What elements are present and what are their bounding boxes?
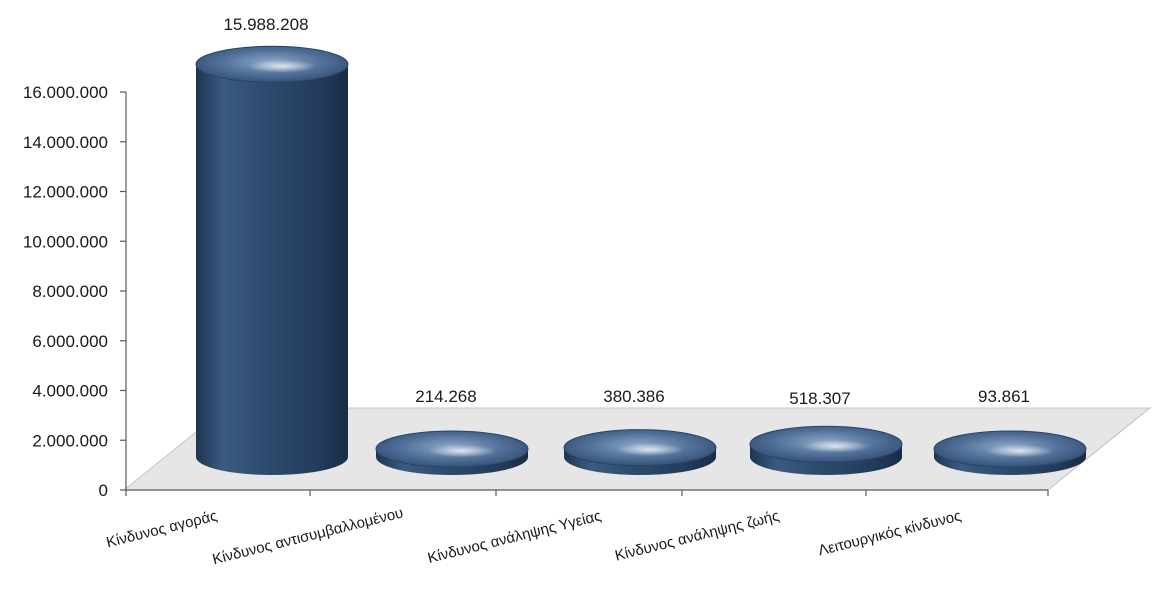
y-tick-label: 10.000.000 [23,232,108,251]
data-label: 380.386 [603,387,664,406]
bar-highlight [801,439,871,453]
bar-highlight [247,59,317,73]
y-tick-label: 4.000.000 [32,382,108,401]
bar-cylinder [749,425,903,475]
category-label: Κίνδυνος ανάληψης ζωής [613,507,781,564]
y-tick-label: 16.000.000 [23,83,108,102]
y-tick-label: 8.000.000 [32,282,108,301]
y-tick-label: 0 [99,481,108,500]
bars [195,45,1087,475]
x-axis-ticks [125,490,1049,496]
bar-body [196,64,348,475]
y-tick-label: 12.000.000 [23,183,108,202]
bar-highlight [985,444,1055,458]
category-label: Κίνδυνος αντισυμβαλλομένου [211,504,405,568]
data-labels: 15.988.208 214.268 380.386 518.307 93.861 [223,15,1030,408]
category-label: Λειτουργικός κίνδυνος [817,507,963,559]
y-tick-label: 2.000.000 [32,431,108,450]
data-label: 15.988.208 [223,15,308,34]
category-label: Κίνδυνος ανάληψης Υγείας [426,507,603,567]
bar-highlight [427,444,497,458]
bar-cylinder [195,45,349,475]
data-label: 518.307 [789,389,850,408]
data-label: 93.861 [978,387,1030,406]
y-tick-label: 6.000.000 [32,332,108,351]
y-tick-label: 14.000.000 [23,133,108,152]
bar-cylinder [933,430,1087,475]
category-label: Κίνδυνος αγοράς [105,507,219,551]
bar-cylinder [375,430,529,475]
bar-highlight [615,443,685,456]
y-axis-ticks: 0 2.000.000 4.000.000 6.000.000 8.000.000 10.… [23,83,126,500]
bar-cylinder [563,429,717,475]
data-label: 214.268 [415,387,476,406]
